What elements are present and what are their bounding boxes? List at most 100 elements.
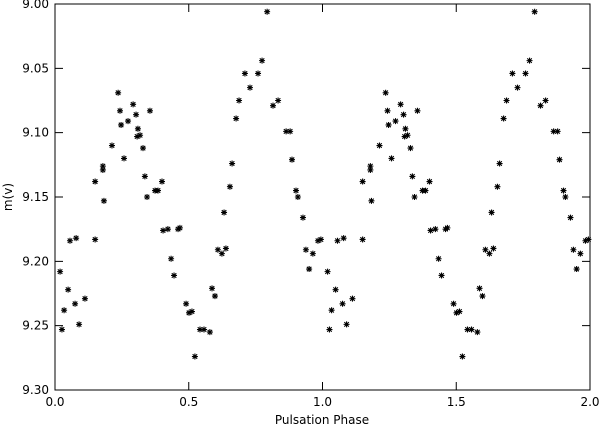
data-point: [488, 209, 495, 216]
data-point: [422, 187, 429, 194]
x-axis-label: Pulsation Phase: [275, 413, 369, 427]
data-point: [154, 187, 161, 194]
data-point: [233, 115, 240, 122]
data-point: [188, 308, 195, 315]
data-point: [514, 84, 521, 91]
data-point: [359, 178, 366, 185]
data-point: [76, 321, 83, 328]
data-point: [108, 142, 115, 149]
data-point: [550, 128, 557, 135]
data-point: [171, 272, 178, 279]
data-point: [283, 128, 290, 135]
data-point: [526, 57, 533, 64]
data-point: [432, 226, 439, 233]
data-point: [221, 209, 228, 216]
data-point: [577, 250, 584, 257]
data-point: [229, 160, 236, 167]
data-point: [218, 250, 225, 257]
data-point: [81, 295, 88, 302]
data-point: [314, 237, 321, 244]
data-point: [134, 133, 141, 140]
data-point: [409, 173, 416, 180]
data-point: [562, 194, 569, 200]
data-point: [359, 236, 366, 243]
data-point: [160, 227, 167, 234]
data-point: [209, 285, 216, 292]
y-tick-label: 9.30: [22, 383, 49, 397]
data-point: [191, 353, 198, 360]
data-point: [133, 111, 140, 118]
data-point: [324, 268, 331, 275]
data-point: [92, 236, 99, 243]
data-point: [542, 97, 549, 104]
data-point: [309, 250, 316, 257]
data-point: [287, 128, 294, 135]
data-point: [486, 250, 493, 257]
data-point: [427, 227, 434, 234]
data-point: [57, 268, 64, 275]
data-point: [411, 194, 418, 200]
data-point: [196, 326, 203, 333]
data-point: [376, 142, 383, 149]
data-point: [388, 155, 395, 162]
data-point: [99, 163, 106, 170]
data-point: [464, 326, 471, 333]
data-point: [299, 214, 306, 221]
data-point: [482, 246, 489, 253]
data-point: [479, 293, 486, 300]
x-tick-label: 2.0: [580, 395, 599, 409]
data-point: [573, 266, 580, 273]
data-point: [537, 102, 544, 109]
data-point: [168, 255, 175, 262]
data-point: [349, 295, 356, 302]
data-point: [293, 187, 300, 194]
data-point: [65, 286, 72, 293]
data-point: [407, 145, 414, 152]
data-point: [236, 97, 243, 104]
x-tick-label: 1.5: [447, 395, 466, 409]
data-point: [438, 272, 445, 279]
data-point: [456, 308, 463, 315]
data-point: [392, 118, 399, 125]
y-tick-label: 9.15: [22, 190, 49, 204]
x-tick-label: 1.0: [313, 395, 332, 409]
data-point: [435, 255, 442, 262]
data-point: [66, 237, 73, 244]
y-tick-label: 9.05: [22, 61, 49, 75]
data-point: [264, 8, 271, 15]
data-point: [556, 156, 563, 163]
data-point: [444, 224, 451, 231]
data-point: [118, 121, 125, 128]
data-point: [585, 236, 592, 243]
data-point: [326, 326, 333, 333]
data-point: [121, 155, 128, 162]
data-point: [474, 329, 481, 336]
data-point: [476, 285, 483, 292]
data-point: [459, 353, 466, 360]
plot-frame: [54, 3, 591, 391]
y-tick-label: 9.25: [22, 319, 49, 333]
data-point: [453, 309, 460, 316]
data-point: [385, 121, 392, 128]
data-point: [255, 70, 262, 77]
data-point: [186, 309, 193, 316]
data-point: [115, 89, 122, 96]
data-point: [494, 183, 501, 190]
data-point: [343, 321, 350, 328]
data-point: [332, 286, 339, 293]
data-point: [522, 70, 529, 77]
data-point: [247, 84, 254, 91]
data-point: [140, 145, 147, 152]
y-tick-label: 9.20: [22, 254, 49, 268]
data-point: [117, 107, 124, 114]
y-axis-label: m(v): [1, 183, 15, 211]
data-point: [259, 57, 266, 64]
data-point: [582, 237, 589, 244]
data-point: [306, 266, 313, 273]
data-point: [159, 178, 165, 185]
data-point: [146, 107, 153, 114]
data-point: [183, 300, 190, 307]
data-point: [134, 125, 141, 132]
data-point: [397, 101, 404, 108]
data-point: [402, 125, 409, 132]
